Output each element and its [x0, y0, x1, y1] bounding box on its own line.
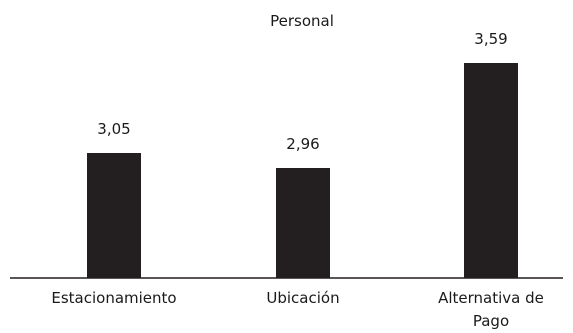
- x-tick-label-1: Estacionamiento: [51, 289, 176, 307]
- bar-3: [464, 63, 518, 278]
- bar-2: [276, 168, 330, 278]
- x-tick-label-3: Alternativa de Pago: [438, 289, 544, 330]
- x-tick-label-line: Estacionamiento: [51, 289, 176, 307]
- bars-group: [87, 63, 518, 278]
- x-tick-label-line: Pago: [473, 312, 509, 330]
- value-labels-group: 3,05 2,96 3,59: [97, 30, 507, 153]
- value-label-2: 2,96: [286, 135, 319, 153]
- x-tick-label-line: Alternativa de: [438, 289, 544, 307]
- x-tick-label-2: Ubicación: [266, 289, 339, 307]
- x-tick-label-line: Ubicación: [266, 289, 339, 307]
- chart-title: Personal: [270, 12, 334, 30]
- x-tick-labels-group: Estacionamiento Ubicación Alternativa de Pa…: [51, 289, 544, 330]
- bar-1: [87, 153, 141, 278]
- value-label-3: 3,59: [474, 30, 507, 48]
- value-label-1: 3,05: [97, 120, 130, 138]
